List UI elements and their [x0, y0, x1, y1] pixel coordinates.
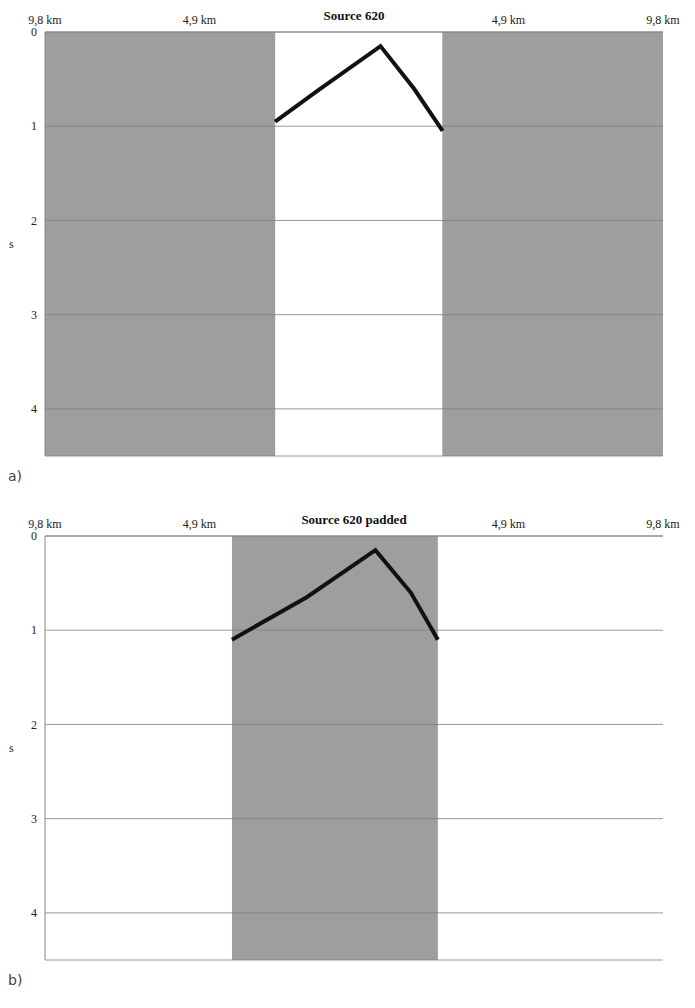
svg-text:1: 1	[31, 119, 37, 133]
svg-text:s: s	[9, 237, 14, 251]
svg-text:9,8 km: 9,8 km	[646, 13, 680, 27]
svg-text:s: s	[9, 741, 14, 755]
svg-text:4,9 km: 4,9 km	[183, 517, 217, 531]
svg-text:4,9 km: 4,9 km	[492, 517, 526, 531]
html-text:a): a)	[8, 468, 22, 484]
svg-text:4: 4	[31, 906, 37, 920]
svg-text:9,8 km: 9,8 km	[28, 13, 62, 27]
svg-text:1: 1	[31, 623, 37, 637]
html-text:b): b)	[8, 972, 23, 988]
svg-text:4,9 km: 4,9 km	[492, 13, 526, 27]
svg-text:4: 4	[31, 402, 37, 416]
svg-text:0: 0	[31, 25, 37, 39]
html-text:Source 620: Source 620	[323, 8, 385, 23]
svg-text:3: 3	[31, 812, 37, 826]
svg-text:3: 3	[31, 308, 37, 322]
svg-text:0: 0	[31, 529, 37, 543]
svg-text:9,8 km: 9,8 km	[28, 517, 62, 531]
svg-text:4,9 km: 4,9 km	[183, 13, 217, 27]
svg-text:9,8 km: 9,8 km	[646, 517, 680, 531]
svg-text:2: 2	[31, 718, 37, 732]
html-text:Source 620 padded: Source 620 padded	[301, 512, 407, 527]
svg-text:2: 2	[31, 214, 37, 228]
